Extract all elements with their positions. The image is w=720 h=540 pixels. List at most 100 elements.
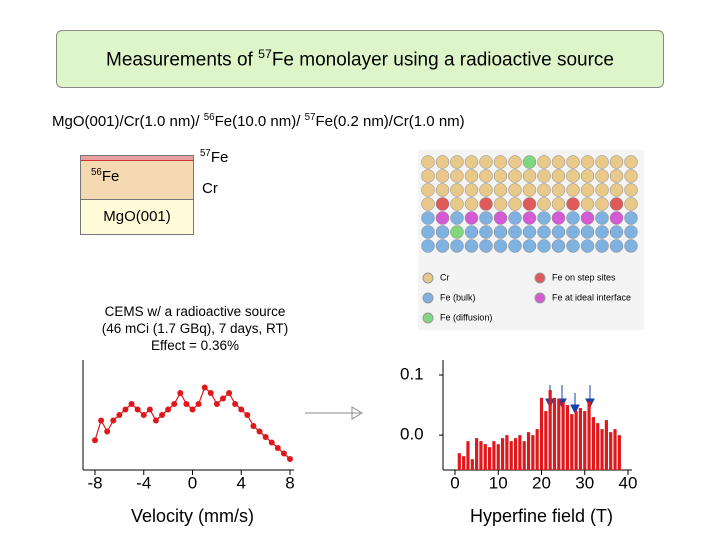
atom bbox=[435, 155, 450, 169]
atom bbox=[537, 183, 551, 197]
atom bbox=[566, 183, 580, 197]
atom bbox=[522, 197, 537, 211]
data-point bbox=[189, 406, 196, 413]
x-tick-label: -4 bbox=[136, 473, 151, 492]
legend-dot bbox=[422, 272, 434, 284]
atom bbox=[537, 239, 551, 253]
bar bbox=[596, 423, 600, 470]
data-point bbox=[122, 406, 129, 413]
atom bbox=[450, 169, 464, 183]
atom bbox=[580, 197, 595, 211]
data-point bbox=[195, 401, 202, 407]
bar bbox=[470, 459, 474, 470]
atom bbox=[624, 225, 638, 239]
atom bbox=[493, 239, 508, 253]
data-point bbox=[98, 417, 105, 424]
bar bbox=[483, 444, 487, 470]
layer-stack: 56Fe MgO(001) bbox=[80, 155, 194, 235]
cr-label: Cr bbox=[202, 180, 218, 197]
title: Measurements of 57Fe monolayer using a r… bbox=[106, 47, 614, 71]
atom bbox=[595, 225, 609, 239]
bar bbox=[496, 444, 500, 470]
x-axis-label: Velocity (mm/s) bbox=[131, 506, 254, 526]
bar bbox=[457, 453, 461, 470]
atom bbox=[566, 225, 580, 239]
legend-dot bbox=[422, 312, 434, 324]
data-point bbox=[177, 390, 184, 396]
bar bbox=[570, 414, 574, 470]
atom bbox=[522, 155, 537, 169]
subtitle-part: Fe(0.2 nm)/Cr(1.0 nm) bbox=[315, 113, 465, 130]
bar bbox=[505, 435, 509, 470]
bar bbox=[531, 435, 535, 470]
bar bbox=[565, 405, 570, 470]
atom bbox=[595, 169, 609, 183]
atom bbox=[522, 183, 537, 197]
data-point bbox=[262, 434, 269, 440]
atom bbox=[595, 239, 609, 253]
atom bbox=[450, 239, 464, 253]
legend-label: Cr bbox=[440, 272, 450, 282]
data-point bbox=[226, 390, 233, 396]
atom bbox=[566, 211, 580, 225]
atom bbox=[435, 239, 450, 253]
bar bbox=[466, 441, 470, 470]
atom bbox=[508, 225, 522, 239]
data-point bbox=[110, 417, 117, 424]
note-line: CEMS w/ a radioactive source bbox=[104, 304, 286, 319]
atom bbox=[580, 183, 595, 197]
bar bbox=[548, 390, 552, 470]
bar bbox=[617, 435, 621, 470]
atom bbox=[464, 197, 479, 211]
data-point bbox=[207, 390, 214, 396]
x-axis-label: Hyperfine field (T) bbox=[470, 506, 613, 526]
bar bbox=[561, 402, 565, 470]
atom bbox=[508, 155, 522, 169]
atom bbox=[450, 155, 464, 169]
atom bbox=[609, 197, 624, 211]
bar bbox=[600, 429, 604, 470]
bar bbox=[539, 397, 544, 470]
atom bbox=[609, 169, 624, 183]
data-point bbox=[268, 439, 275, 446]
data-point bbox=[183, 401, 190, 407]
bar bbox=[475, 438, 479, 470]
atom bbox=[537, 155, 551, 169]
atom bbox=[551, 211, 566, 225]
atom bbox=[580, 239, 595, 253]
atom bbox=[479, 239, 493, 253]
x-tick-label: 4 bbox=[237, 473, 246, 492]
bar bbox=[500, 438, 505, 470]
bar bbox=[522, 441, 526, 470]
atom bbox=[435, 211, 450, 225]
atom bbox=[624, 169, 638, 183]
data-point bbox=[146, 406, 153, 413]
data-point bbox=[104, 428, 111, 435]
data-point bbox=[159, 412, 166, 418]
x-tick-label: 8 bbox=[285, 473, 294, 492]
bar bbox=[535, 429, 539, 470]
atom bbox=[421, 197, 435, 211]
bar bbox=[462, 456, 466, 470]
substrate-layer: MgO(001) bbox=[81, 199, 193, 234]
atom bbox=[479, 197, 493, 211]
atom bbox=[421, 225, 435, 239]
atom bbox=[464, 155, 479, 169]
data-point bbox=[287, 456, 293, 462]
fe56-layer: 56Fe bbox=[81, 161, 193, 199]
subtitle-part: Fe(10.0 nm)/ bbox=[214, 113, 305, 130]
spectrum-line bbox=[94, 386, 291, 460]
atom bbox=[435, 169, 450, 183]
arrow bbox=[305, 406, 363, 420]
atom bbox=[580, 155, 595, 169]
atom bbox=[450, 183, 464, 197]
atom bbox=[551, 225, 566, 239]
atom bbox=[421, 183, 435, 197]
fe57-label: 57Fe bbox=[200, 148, 228, 166]
data-point bbox=[256, 428, 263, 435]
legend-label: Fe (diffusion) bbox=[440, 312, 492, 322]
atom bbox=[566, 197, 580, 211]
atom bbox=[595, 211, 609, 225]
atom bbox=[595, 197, 609, 211]
